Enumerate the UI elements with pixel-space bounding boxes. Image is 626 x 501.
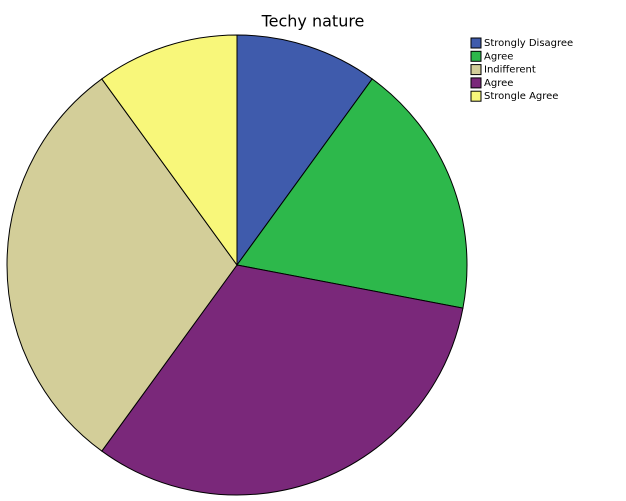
legend-swatch [470,50,482,62]
legend-label: Agree [484,78,513,89]
chart-title: Techy nature [261,12,365,31]
pie-slice [6,78,238,452]
legend-swatch [470,77,482,89]
legend-label: Agree [484,51,513,62]
pie-slice [236,34,373,267]
pie-slice [236,78,468,309]
legend-label: Strongly Disagree [484,38,573,49]
pie-slice [101,34,238,267]
legend-label: Strongle Agree [484,91,558,102]
pie-slice [101,264,464,496]
legend-swatch [470,64,482,76]
legend-label: Indifferent [484,65,536,76]
legend-swatch [470,37,482,49]
legend-swatch [470,90,482,102]
